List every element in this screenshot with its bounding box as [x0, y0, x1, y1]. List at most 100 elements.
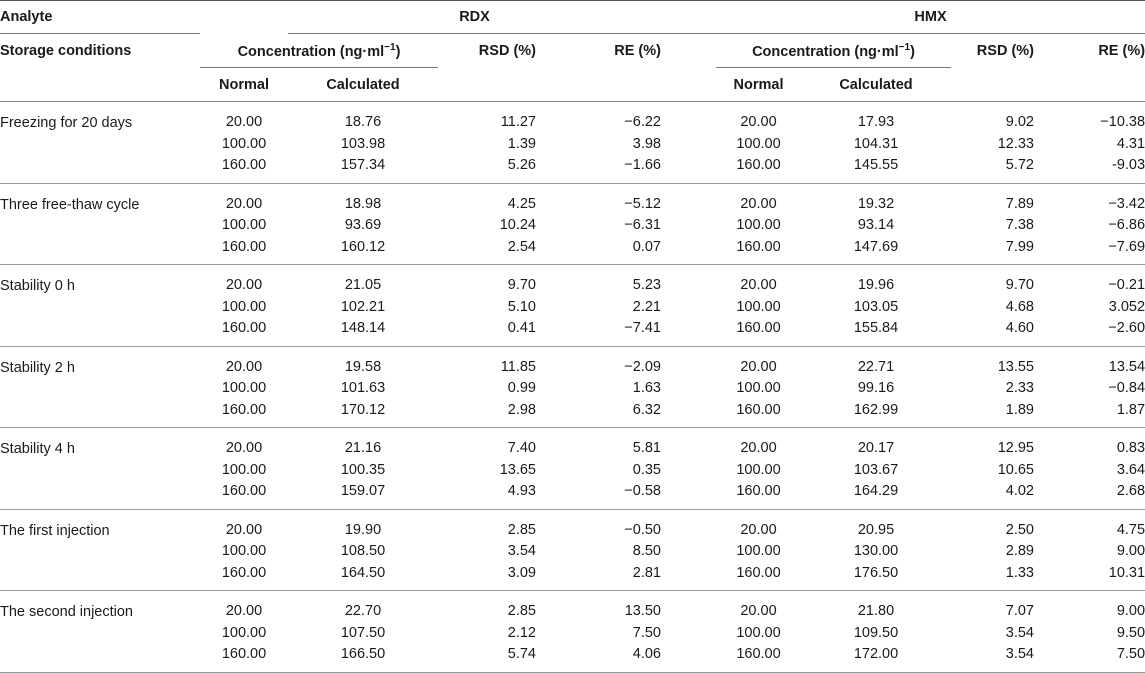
hmx-rsd-value: 7.07 — [1005, 603, 1034, 619]
rdx-normal-value: 160.00 — [221, 564, 267, 581]
header-rdx: RDX — [288, 0, 716, 34]
rdx-re-value: 5.23 — [632, 277, 661, 293]
hmx-calculated-value: 176.50 — [853, 564, 899, 581]
rdx-re-value: 13.50 — [624, 603, 661, 619]
hmx-rsd-value: 9.70 — [1005, 277, 1034, 293]
hmx-calculated-value: 172.00 — [853, 646, 899, 662]
table-row: Stability 4 h 20.00 100.00 160.00 21.16 100.3… — [0, 427, 1145, 510]
rdx-rsd-value: 2.85 — [507, 521, 536, 538]
rdx-re-value: −0.58 — [624, 483, 661, 499]
rdx-re-cell: −0.50 8.50 2.81 — [558, 509, 661, 591]
hmx-re-cell: 13.54 −0.84 1.87 — [1056, 346, 1145, 428]
rdx-rsd-value: 2.12 — [507, 624, 536, 641]
storage-condition-label: The second injection — [0, 590, 200, 673]
rdx-calculated-value: 21.05 — [344, 277, 382, 293]
table-row: The first injection 20.00 100.00 160.00 19.9… — [0, 509, 1145, 591]
rdx-rsd-cell: 11.27 1.39 5.26 — [438, 101, 558, 184]
hmx-rsd-value: 3.54 — [1005, 624, 1034, 641]
rdx-re-value: 7.50 — [632, 624, 661, 641]
hmx-rsd-value: 10.65 — [997, 461, 1034, 478]
hmx-normal-value: 100.00 — [736, 380, 781, 396]
rdx-re-value: −6.22 — [624, 114, 661, 130]
hmx-calculated-cell: 20.17 103.67 164.29 — [801, 427, 951, 510]
rdx-rsd-value: 1.39 — [507, 135, 536, 152]
rdx-rsd-value: 4.25 — [507, 195, 536, 212]
rdx-normal-value: 100.00 — [221, 298, 267, 315]
header-storage: Storage conditions — [0, 42, 132, 59]
hmx-calculated-value: 164.29 — [853, 483, 899, 499]
header-hmx-concentration: Concentration (ng·ml−1) — [716, 33, 951, 68]
hmx-calculated-cell: 19.32 93.14 147.69 — [801, 183, 951, 265]
rdx-rsd-value: 2.98 — [507, 401, 536, 418]
rdx-calculated-value: 148.14 — [340, 320, 386, 336]
hmx-re-value: 13.54 — [1108, 358, 1145, 375]
hmx-normal-value: 100.00 — [736, 461, 781, 478]
rdx-normal-cell: 20.00 100.00 160.00 — [200, 264, 288, 347]
hmx-rsd-value: 4.02 — [1005, 483, 1034, 499]
hmx-rsd-value: 2.89 — [1005, 543, 1034, 559]
storage-condition-label: Stability 0 h — [0, 264, 200, 347]
hmx-rsd-value: 13.55 — [997, 358, 1034, 375]
hmx-re-value: 4.75 — [1116, 521, 1145, 538]
hmx-calculated-value: 20.17 — [857, 440, 895, 456]
rdx-normal-value: 160.00 — [221, 238, 267, 255]
rdx-normal-value: 100.00 — [221, 135, 267, 152]
hmx-normal-value: 20.00 — [740, 521, 777, 538]
rdx-calculated-value: 19.90 — [344, 521, 382, 538]
rdx-calculated-value: 93.69 — [344, 217, 382, 233]
hmx-re-value: 9.50 — [1116, 624, 1145, 641]
hmx-calculated-value: 99.16 — [857, 380, 895, 396]
rdx-re-value: −1.66 — [624, 157, 661, 173]
rdx-normal-value: 100.00 — [221, 461, 267, 478]
hmx-re-value: −0.84 — [1108, 380, 1145, 396]
hmx-calculated-value: 22.71 — [857, 358, 895, 375]
rdx-calculated-cell: 19.90 108.50 164.50 — [288, 509, 438, 591]
hmx-normal-value: 100.00 — [736, 135, 781, 152]
storage-condition-label: Freezing for 20 days — [0, 101, 200, 184]
hmx-normal-cell: 20.00 100.00 160.00 — [716, 101, 801, 184]
header-hmx-rsd: RSD (%) — [976, 42, 1034, 59]
rdx-calculated-value: 164.50 — [340, 564, 386, 581]
rdx-normal-value: 100.00 — [221, 217, 267, 233]
rdx-rsd-value: 7.40 — [507, 440, 536, 456]
rdx-rsd-value: 5.74 — [507, 646, 536, 662]
hmx-rsd-value: 7.99 — [1005, 238, 1034, 255]
rdx-normal-value: 100.00 — [221, 380, 267, 396]
rdx-calculated-cell: 21.16 100.35 159.07 — [288, 427, 438, 510]
hmx-rsd-value: 2.50 — [1005, 521, 1034, 538]
rdx-calculated-value: 107.50 — [340, 624, 386, 641]
hmx-calculated-value: 162.99 — [853, 401, 899, 418]
hmx-re-value: 7.50 — [1116, 646, 1145, 662]
hmx-re-value: −10.38 — [1100, 114, 1145, 130]
rdx-rsd-cell: 9.70 5.10 0.41 — [438, 264, 558, 347]
hmx-normal-value: 20.00 — [740, 440, 777, 456]
rdx-normal-value: 20.00 — [225, 358, 263, 375]
hmx-re-cell: −0.21 3.052 −2.60 — [1056, 264, 1145, 347]
header-hmx: HMX — [716, 0, 1145, 34]
hmx-re-cell: −3.42 −6.86 −7.69 — [1056, 183, 1145, 265]
rdx-rsd-cell: 7.40 13.65 4.93 — [438, 427, 558, 510]
rdx-re-value: 6.32 — [632, 401, 661, 418]
rdx-re-value: 2.81 — [632, 564, 661, 581]
header-rdx-concentration: Concentration (ng·ml−1) — [200, 33, 438, 68]
hmx-calculated-cell: 21.80 109.50 172.00 — [801, 590, 951, 673]
hmx-normal-value: 100.00 — [736, 217, 781, 233]
header-row-storage: Storage conditions Concentration (ng·ml−… — [0, 33, 1145, 68]
rdx-calculated-value: 108.50 — [340, 543, 386, 559]
rdx-re-cell: 5.23 2.21 −7.41 — [558, 264, 661, 347]
rdx-normal-cell: 20.00 100.00 160.00 — [200, 427, 288, 510]
hmx-normal-value: 20.00 — [740, 358, 777, 375]
hmx-rsd-cell: 13.55 2.33 1.89 — [951, 346, 1056, 428]
hmx-rsd-value: 4.60 — [1005, 320, 1034, 336]
hmx-rsd-value: 9.02 — [1005, 114, 1034, 130]
hmx-calculated-value: 104.31 — [853, 135, 899, 152]
hmx-calculated-cell: 19.96 103.05 155.84 — [801, 264, 951, 347]
header-row-subcols: Normal Calculated Normal Calculated — [0, 67, 1145, 102]
storage-condition-label: The first injection — [0, 509, 200, 591]
rdx-rsd-value: 3.54 — [507, 543, 536, 559]
hmx-normal-value: 160.00 — [736, 646, 781, 662]
table-row: Stability 2 h 20.00 100.00 160.00 19.58 101.6… — [0, 346, 1145, 428]
table-row: Three free-thaw cycle 20.00 100.00 160.00 18… — [0, 183, 1145, 265]
hmx-calculated-value: 155.84 — [853, 320, 899, 336]
header-row-analyte: Analyte RDX HMX — [0, 0, 1145, 34]
